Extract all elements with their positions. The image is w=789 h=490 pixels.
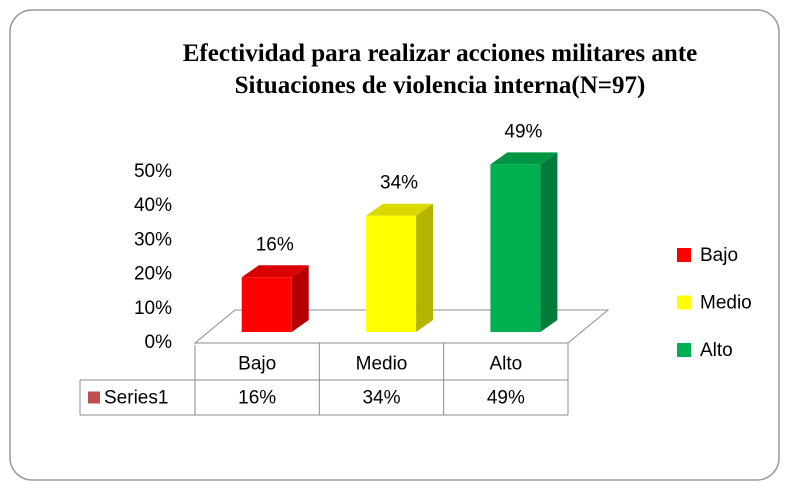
bar-face (291, 265, 309, 332)
legend-label: Bajo (700, 245, 738, 266)
bar (241, 265, 309, 332)
legend-label: Alto (700, 340, 733, 361)
data-label: 34% (380, 173, 418, 194)
bar-face (241, 277, 292, 332)
legend-label: Medio (700, 293, 752, 314)
table-series-name: Series1 (104, 388, 168, 409)
y-tick-label: 40% (134, 195, 172, 216)
table-value: 49% (487, 388, 525, 409)
y-tick-label: 30% (134, 229, 172, 250)
x-tick-label: Bajo (238, 354, 276, 375)
bar-face (540, 152, 558, 332)
legend-key (677, 343, 691, 357)
legend-key (677, 295, 691, 310)
bar-face (416, 203, 434, 332)
table-value: 16% (238, 388, 276, 409)
x-tick-label: Medio (356, 354, 408, 375)
y-tick-label: 0% (145, 332, 173, 353)
y-tick-label: 10% (134, 298, 172, 319)
y-tick-label: 50% (134, 161, 172, 182)
bar (366, 203, 434, 332)
data-label: 16% (256, 234, 294, 255)
bar-face (366, 215, 417, 332)
bar-face (490, 164, 541, 332)
bar (490, 152, 558, 332)
x-tick-label: Alto (489, 354, 522, 375)
data-label: 49% (504, 121, 542, 142)
y-tick-label: 20% (134, 264, 172, 285)
bar-face (490, 152, 558, 165)
table-legend-key (88, 391, 100, 404)
bar-face (241, 265, 309, 278)
table-value: 34% (362, 388, 400, 409)
legend-key (677, 248, 691, 262)
bar-face (366, 203, 434, 216)
chart-title: Efectividad para realizar acciones milit… (182, 40, 698, 99)
